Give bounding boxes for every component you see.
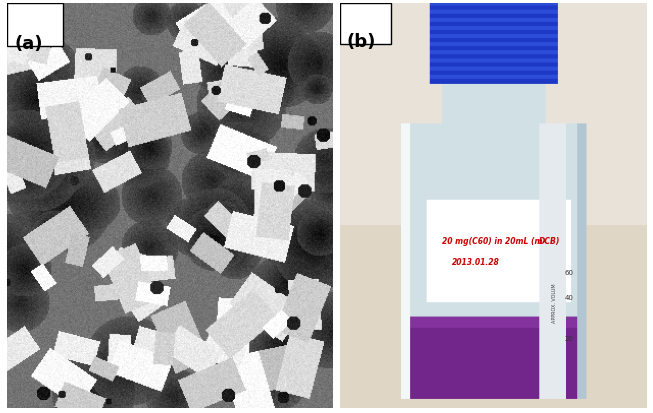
Text: 20: 20 xyxy=(565,335,573,341)
Text: (b): (b) xyxy=(347,33,376,50)
Text: APPROX. VOLUM: APPROX. VOLUM xyxy=(552,283,558,323)
Bar xyxy=(340,4,390,45)
Text: 40: 40 xyxy=(565,294,573,301)
Bar xyxy=(7,4,63,47)
Text: 2013.01.28: 2013.01.28 xyxy=(452,257,500,266)
Text: 60: 60 xyxy=(565,269,573,275)
Text: (a): (a) xyxy=(15,34,43,52)
Text: 20 mg(C60) in 20mL (m-: 20 mg(C60) in 20mL (m- xyxy=(442,237,545,246)
Text: DCB): DCB) xyxy=(539,237,560,246)
